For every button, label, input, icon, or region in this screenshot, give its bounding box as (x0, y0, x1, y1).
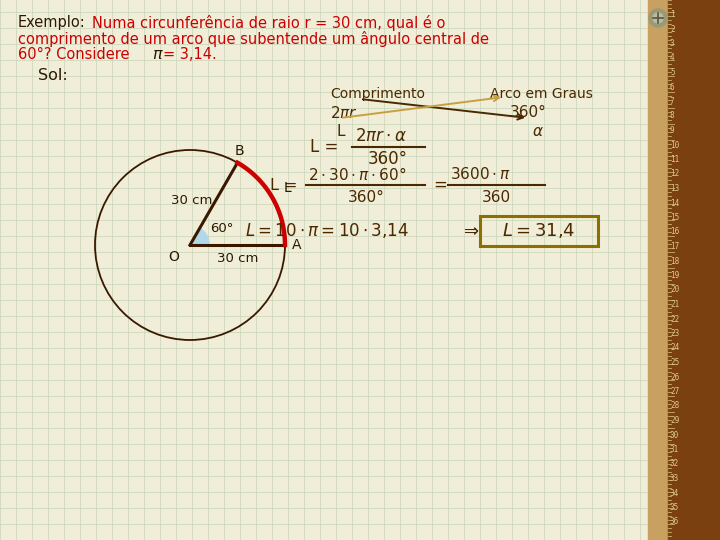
Text: 29: 29 (670, 416, 679, 425)
Text: 32: 32 (670, 460, 679, 469)
Text: 360°: 360° (368, 150, 408, 168)
Text: 21: 21 (670, 300, 679, 309)
Text: $2\pi r \cdot \alpha$: $2\pi r \cdot \alpha$ (355, 127, 407, 145)
Text: 360°: 360° (348, 191, 385, 206)
Text: $2\pi r$: $2\pi r$ (330, 105, 358, 121)
Text: 20: 20 (670, 286, 679, 294)
Text: 18: 18 (670, 256, 679, 266)
Text: 8: 8 (670, 111, 675, 120)
Text: $\pi$: $\pi$ (152, 47, 164, 62)
Text: 2: 2 (670, 24, 675, 33)
Text: 34: 34 (670, 489, 679, 497)
Bar (480, 216, 598, 246)
Circle shape (653, 13, 663, 23)
Bar (668, 0, 720, 540)
Text: 33: 33 (670, 474, 679, 483)
Text: 60°? Considere: 60°? Considere (18, 47, 134, 62)
Text: 4: 4 (670, 53, 675, 63)
Text: $2 \cdot 30 \cdot \pi \cdot 60°$: $2 \cdot 30 \cdot \pi \cdot 60°$ (308, 165, 406, 183)
Text: 5: 5 (670, 68, 675, 77)
Text: 30: 30 (670, 430, 679, 440)
Text: 36: 36 (670, 517, 679, 526)
Text: L =: L = (310, 138, 338, 156)
Text: 1: 1 (670, 10, 675, 19)
Text: 9: 9 (670, 126, 675, 135)
Circle shape (649, 9, 667, 27)
Text: Exemplo:: Exemplo: (18, 15, 86, 30)
Text: $L = 10 \cdot \pi = 10 \cdot 3{,}14$: $L = 10 \cdot \pi = 10 \cdot 3{,}14$ (245, 220, 409, 240)
Text: L: L (336, 124, 344, 139)
Text: 11: 11 (670, 155, 679, 164)
Text: $\Rightarrow$: $\Rightarrow$ (460, 221, 480, 239)
Text: L: L (284, 181, 292, 195)
Text: 24: 24 (670, 343, 679, 353)
Text: O: O (168, 250, 179, 264)
Text: 14: 14 (670, 199, 679, 207)
Text: $L = 31{,}4$: $L = 31{,}4$ (503, 220, 575, 240)
Text: 22: 22 (670, 314, 679, 323)
Text: Comprimento: Comprimento (330, 87, 425, 101)
Text: Sol:: Sol: (38, 68, 68, 83)
Text: 30 cm: 30 cm (171, 194, 212, 207)
Text: = 3,14.: = 3,14. (163, 47, 217, 62)
Text: 27: 27 (670, 387, 679, 396)
Text: 30 cm: 30 cm (217, 253, 258, 266)
Text: 12: 12 (670, 170, 679, 179)
Text: 17: 17 (670, 242, 679, 251)
Text: Numa circunferência de raio r = 30 cm, qual é o: Numa circunferência de raio r = 30 cm, q… (92, 15, 446, 31)
Text: B: B (235, 144, 244, 158)
Text: 6: 6 (670, 83, 675, 91)
Text: 25: 25 (670, 358, 679, 367)
Text: 10: 10 (670, 140, 679, 150)
Text: 28: 28 (670, 402, 679, 410)
Text: A: A (292, 238, 302, 252)
Text: 26: 26 (670, 373, 679, 381)
Wedge shape (190, 228, 210, 245)
Text: 60°: 60° (210, 222, 234, 235)
Text: $3600 \cdot \pi$: $3600 \cdot \pi$ (450, 166, 511, 182)
Text: 360°: 360° (510, 105, 547, 120)
Text: 19: 19 (670, 271, 679, 280)
Text: 31: 31 (670, 445, 679, 454)
Text: Arco em Graus: Arco em Graus (490, 87, 593, 101)
Text: 35: 35 (670, 503, 679, 512)
Text: L =: L = (270, 178, 297, 192)
Text: 16: 16 (670, 227, 679, 237)
Text: 15: 15 (670, 213, 679, 222)
Text: 3: 3 (670, 39, 675, 48)
Text: 23: 23 (670, 329, 679, 338)
Text: 360: 360 (482, 191, 511, 206)
Text: =: = (433, 176, 447, 194)
Bar (648, 0, 720, 540)
Text: $\alpha$: $\alpha$ (532, 124, 544, 139)
Text: comprimento de um arco que subentende um ângulo central de: comprimento de um arco que subentende um… (18, 31, 489, 47)
Text: 7: 7 (670, 97, 675, 106)
Text: 13: 13 (670, 184, 679, 193)
